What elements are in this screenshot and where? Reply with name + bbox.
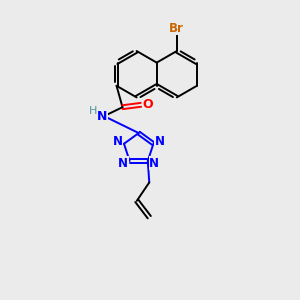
Text: Br: Br: [169, 22, 184, 34]
Text: N: N: [118, 157, 128, 170]
Text: N: N: [112, 135, 122, 148]
Text: N: N: [149, 157, 159, 170]
Text: N: N: [97, 110, 107, 123]
Text: H: H: [88, 106, 97, 116]
Text: N: N: [155, 135, 165, 148]
Text: O: O: [142, 98, 153, 111]
